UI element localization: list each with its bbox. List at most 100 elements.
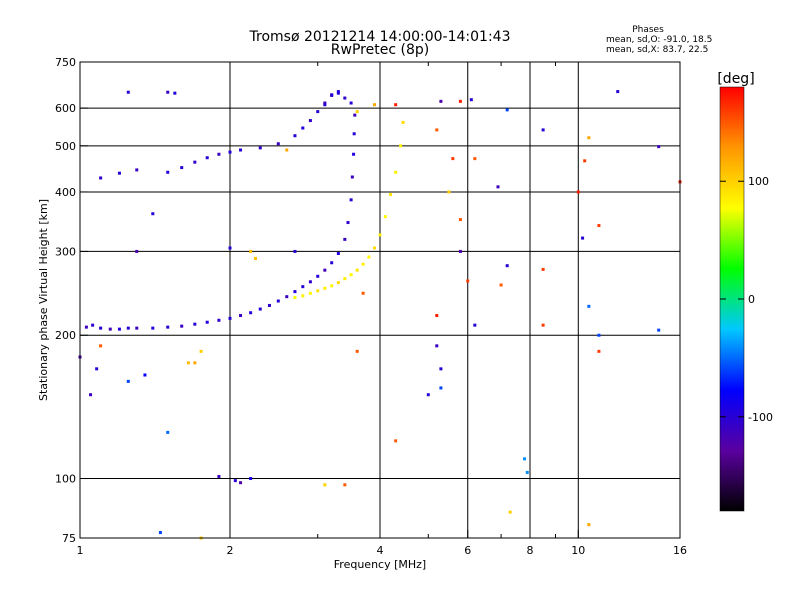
echo-point	[151, 326, 155, 330]
stats-x-mode: mean, sd,X: 83.7, 22.5	[606, 45, 708, 55]
x-tick-label: 16	[673, 544, 687, 557]
echo-point	[316, 274, 320, 278]
echo-point	[126, 326, 130, 330]
echo-point	[473, 157, 477, 161]
echo-point	[186, 361, 190, 365]
echo-point	[285, 148, 289, 152]
echo-point	[316, 110, 320, 114]
echo-point	[323, 101, 327, 105]
chart-subtitle: RwPretec (8p)	[331, 42, 429, 58]
echo-point	[439, 99, 443, 103]
x-axis-label: Frequency [MHz]	[334, 558, 426, 571]
echo-point	[308, 280, 312, 284]
stats-o-mode: mean, sd,O: -91.0, 18.5	[606, 35, 712, 45]
echo-point	[576, 190, 580, 194]
echo-point	[267, 303, 271, 307]
echo-point	[228, 246, 232, 250]
echo-point	[383, 215, 387, 219]
echo-point	[352, 152, 356, 156]
echo-point	[330, 93, 334, 97]
echo-point	[95, 367, 99, 371]
echo-point	[135, 249, 139, 253]
echo-point	[355, 110, 359, 114]
echo-point	[336, 90, 340, 94]
colorbar-tick-label: -100	[748, 411, 773, 424]
echo-point	[505, 108, 509, 112]
echo-point	[451, 157, 455, 161]
echo-point	[323, 103, 327, 107]
echo-point	[166, 90, 170, 94]
echo-point	[301, 285, 305, 289]
echo-point	[330, 284, 334, 288]
echo-point	[349, 101, 353, 105]
colorbar-label: [deg]	[717, 71, 754, 87]
echo-point	[389, 193, 393, 197]
echo-point	[401, 120, 405, 124]
echo-point	[249, 311, 253, 315]
y-tick-label: 400	[55, 186, 76, 199]
echo-point	[258, 146, 262, 150]
echo-point	[399, 144, 403, 148]
echo-point	[180, 166, 184, 170]
echo-point	[193, 322, 197, 326]
echo-point	[352, 132, 356, 136]
echo-point	[458, 249, 462, 253]
echo-point	[205, 320, 209, 324]
echo-point	[525, 470, 529, 474]
y-tick-label: 500	[55, 140, 76, 153]
echo-point	[249, 477, 253, 481]
echo-point	[373, 246, 377, 250]
echo-point	[597, 224, 601, 228]
echo-point	[336, 281, 340, 285]
echo-point	[343, 237, 347, 241]
y-tick-label: 600	[55, 102, 76, 115]
echo-point	[350, 175, 354, 179]
echo-point	[276, 299, 280, 303]
echo-point	[180, 324, 184, 328]
echo-point	[258, 307, 262, 311]
echo-point	[89, 393, 93, 397]
echo-point	[473, 323, 477, 327]
echo-point	[439, 367, 443, 371]
echo-point	[541, 267, 545, 271]
echo-point	[276, 142, 280, 146]
x-tick-label: 1	[77, 544, 84, 557]
echo-point	[84, 325, 88, 329]
chart-title: Tromsø 20121214 14:00:00-14:01:43	[249, 29, 511, 45]
echo-point	[343, 277, 347, 281]
echo-point	[394, 170, 398, 174]
echo-point	[597, 333, 601, 337]
echo-point	[99, 344, 103, 348]
echo-point	[323, 483, 327, 487]
echo-point	[126, 379, 130, 383]
echo-point	[466, 279, 470, 283]
echo-point	[496, 185, 500, 189]
echo-point	[143, 373, 147, 377]
echo-point	[343, 96, 347, 100]
echo-point	[199, 349, 203, 353]
echo-point	[308, 119, 312, 123]
echo-point	[587, 136, 591, 140]
y-axis-label: Stationary phase Virtual Height [km]	[37, 199, 50, 401]
echo-point	[217, 474, 221, 478]
echo-point	[373, 103, 377, 107]
echo-point	[499, 283, 503, 287]
echo-point	[361, 291, 365, 295]
colorbar-tick-label: 0	[748, 293, 755, 306]
echo-point	[508, 510, 512, 514]
echo-point	[316, 289, 320, 293]
echo-point	[228, 150, 232, 154]
echo-point	[581, 236, 585, 240]
echo-point	[166, 170, 170, 174]
echo-point	[239, 148, 243, 152]
echo-point	[301, 294, 305, 298]
echo-point	[336, 251, 340, 255]
echo-point	[308, 291, 312, 295]
echo-point	[253, 256, 257, 260]
echo-point	[469, 98, 473, 102]
echo-point	[616, 90, 620, 94]
echo-point	[166, 325, 170, 329]
colorbar-ticks: 100 0 -100	[720, 175, 773, 424]
y-tick-label: 750	[55, 56, 76, 69]
